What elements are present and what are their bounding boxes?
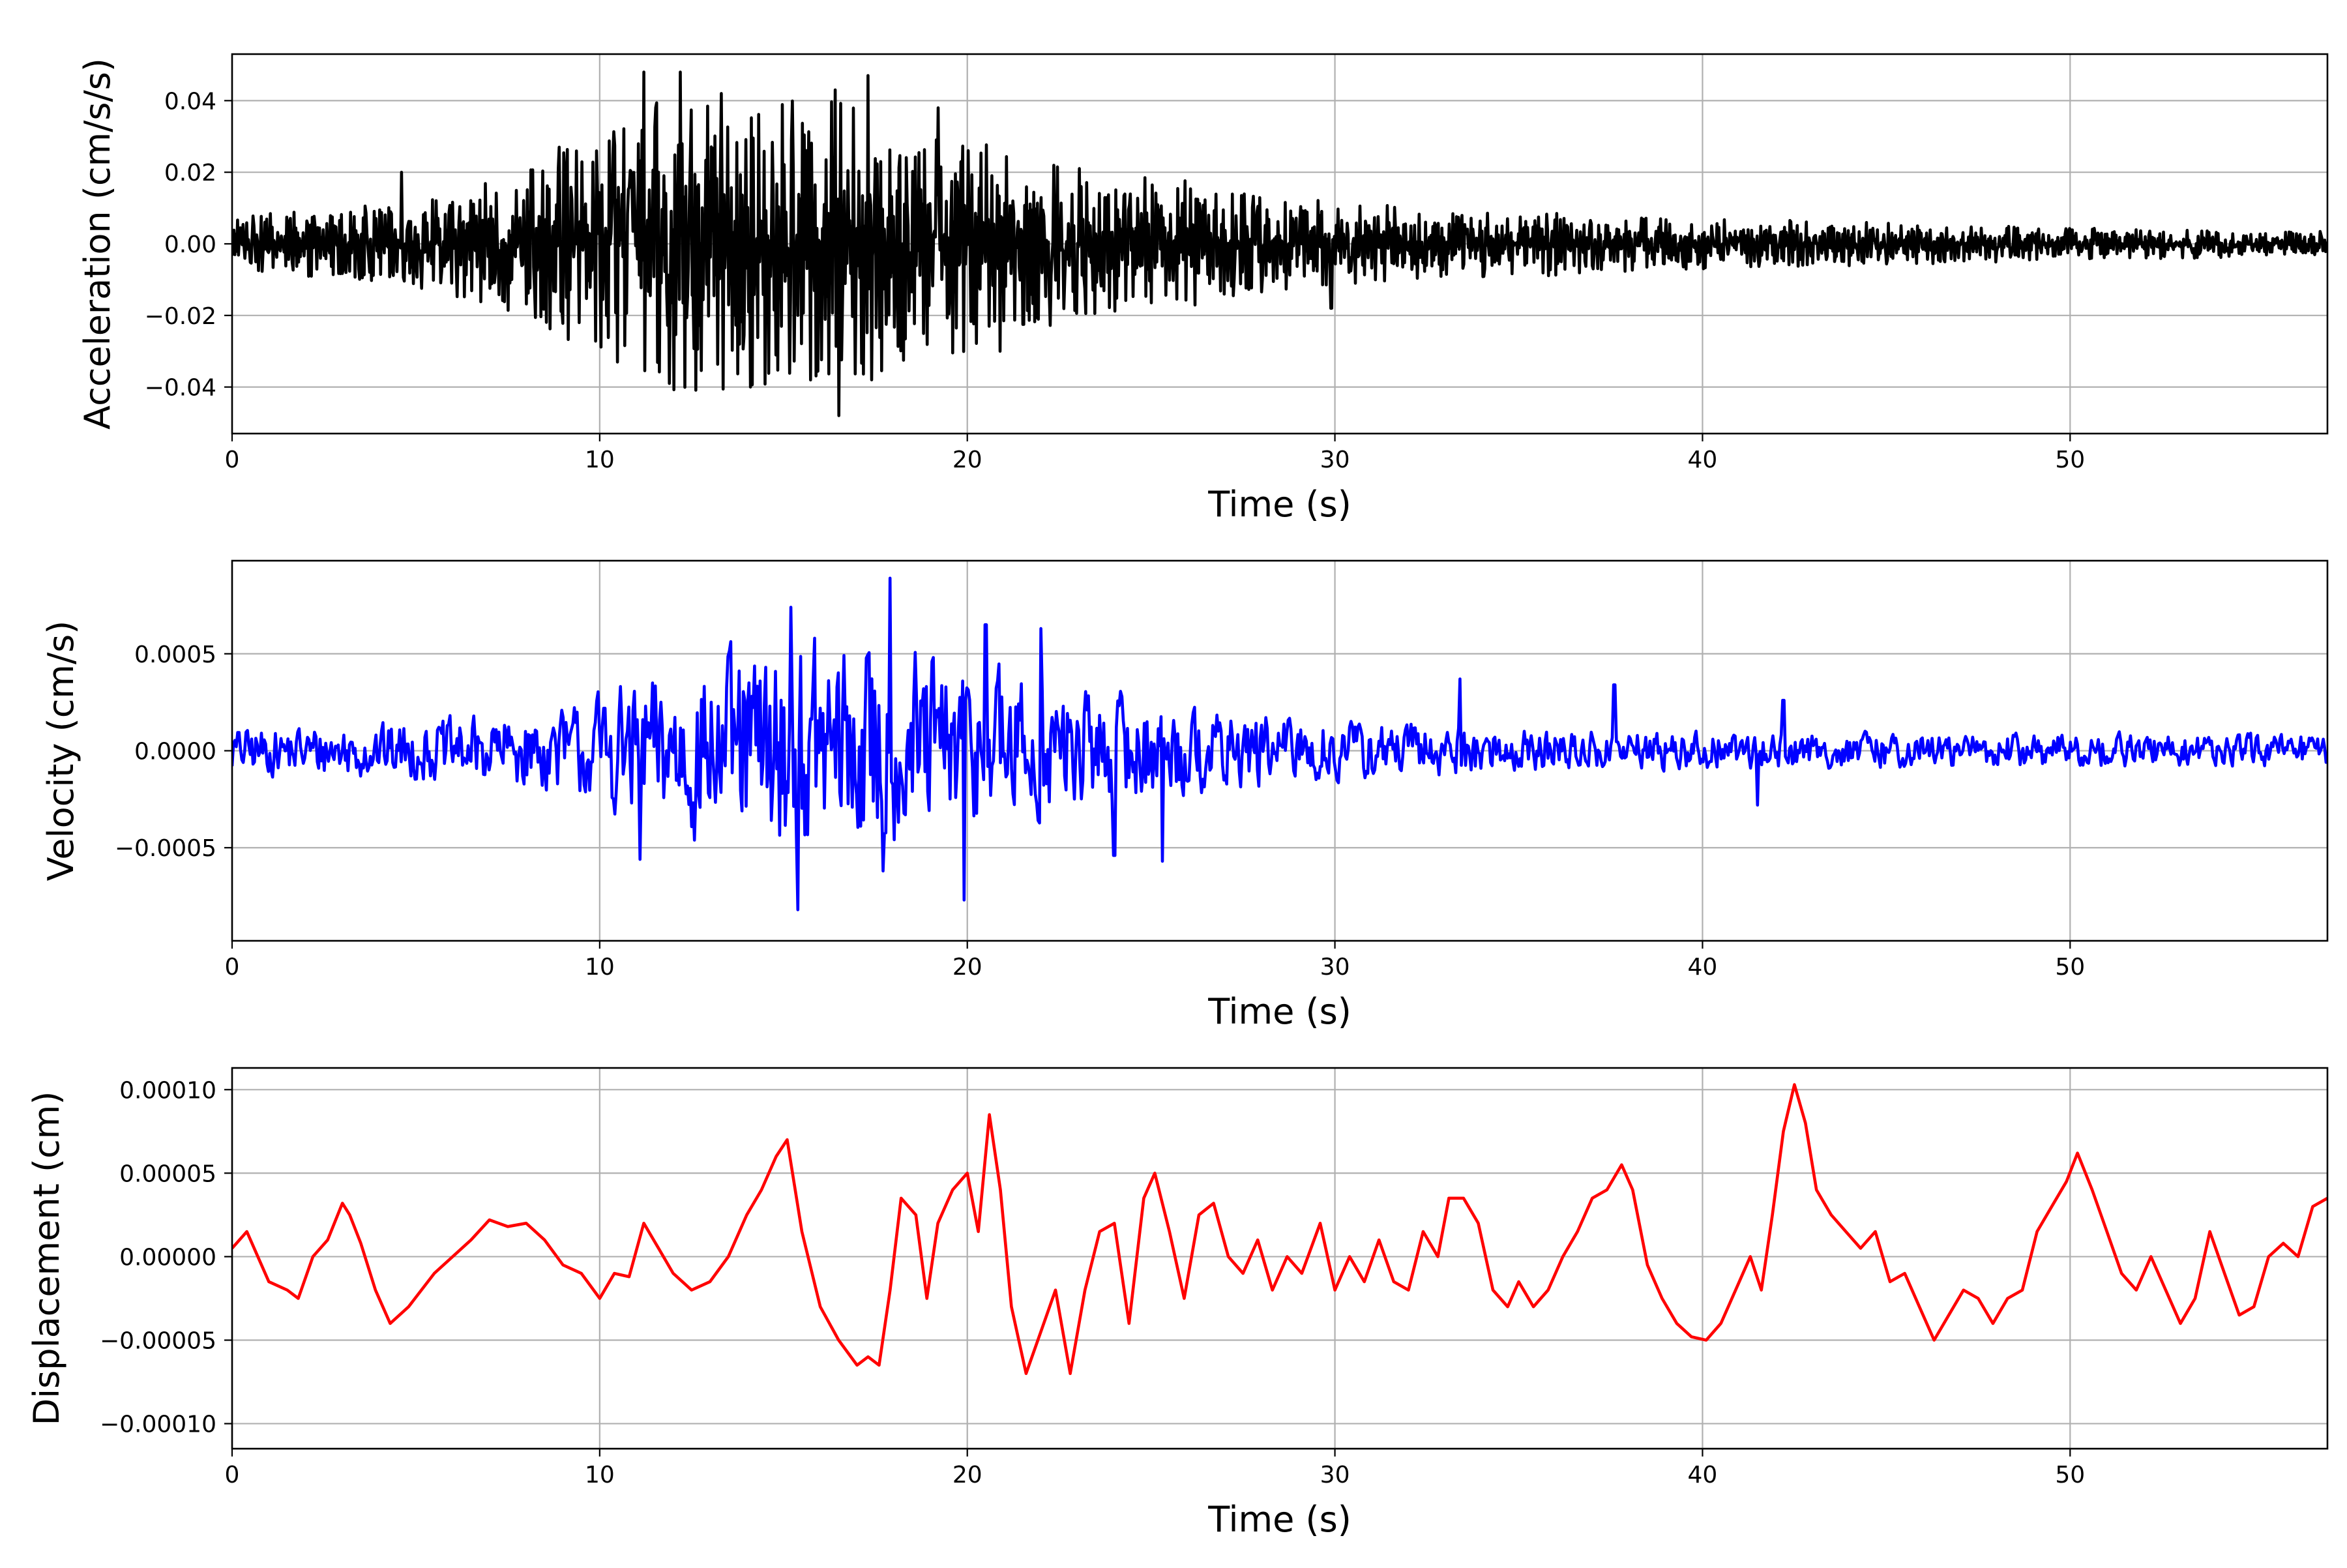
displacement-xtick-label-0: 0 bbox=[225, 1462, 240, 1488]
acceleration-ytick-label-4: 0.04 bbox=[164, 88, 216, 115]
acceleration-x-axis-title: Time (s) bbox=[1207, 484, 1351, 525]
displacement-xtick-label-1: 10 bbox=[585, 1462, 615, 1488]
displacement-ytick-label-0: −0.00010 bbox=[100, 1412, 216, 1438]
displacement-x-axis-title: Time (s) bbox=[1207, 1499, 1351, 1540]
velocity-ytick-label-1: 0.0000 bbox=[134, 739, 216, 765]
displacement-series-line bbox=[232, 1083, 2327, 1375]
displacement-axes-frame bbox=[231, 1067, 2329, 1450]
acceleration-ytick-label-2: 0.00 bbox=[164, 231, 216, 258]
displacement-xtick-label-5: 50 bbox=[2055, 1462, 2085, 1488]
velocity-x-axis-title: Time (s) bbox=[1207, 991, 1351, 1032]
velocity-panel: 0 10 20 30 40 50 −0.0005 0.0000 0.0005 Time (s) Ve… bbox=[40, 559, 2329, 1032]
displacement-ytick-label-1: −0.00005 bbox=[100, 1328, 216, 1355]
displacement-panel: 0 10 20 30 40 50 −0.00010 −0.00005 0.00000 0.0000… bbox=[26, 1067, 2329, 1540]
acceleration-xtick-label-0: 0 bbox=[225, 447, 240, 473]
displacement-ytick-label-3: 0.00005 bbox=[119, 1161, 216, 1187]
displacement-ytick-label-4: 0.00010 bbox=[119, 1077, 216, 1104]
displacement-y-axis-title: Displacement (cm) bbox=[26, 1091, 67, 1426]
velocity-series-line bbox=[232, 576, 2327, 911]
velocity-xtick-label-4: 40 bbox=[1688, 954, 1718, 981]
displacement-xtick-label-2: 20 bbox=[952, 1462, 982, 1488]
acceleration-series-line bbox=[232, 70, 2327, 417]
velocity-xtick-label-5: 50 bbox=[2055, 954, 2085, 981]
acceleration-xtick-label-1: 10 bbox=[585, 447, 615, 473]
acceleration-xtick-label-4: 40 bbox=[1688, 447, 1718, 473]
velocity-xtick-label-1: 10 bbox=[585, 954, 615, 981]
acceleration-xtick-label-3: 30 bbox=[1320, 447, 1350, 473]
acceleration-y-axis-title: Acceleration (cm/s/s) bbox=[77, 58, 118, 430]
velocity-ytick-label-0: −0.0005 bbox=[115, 835, 216, 862]
velocity-xtick-label-2: 20 bbox=[952, 954, 982, 981]
acceleration-xtick-label-2: 20 bbox=[952, 447, 982, 473]
acceleration-ytick-label-0: −0.04 bbox=[145, 375, 216, 402]
acceleration-xtick-label-5: 50 bbox=[2055, 447, 2085, 473]
acceleration-ytick-label-1: −0.02 bbox=[145, 303, 216, 330]
displacement-xtick-label-3: 30 bbox=[1320, 1462, 1350, 1488]
velocity-xtick-label-0: 0 bbox=[225, 954, 240, 981]
displacement-ytick-label-2: 0.00000 bbox=[119, 1244, 216, 1271]
displacement-xtick-label-4: 40 bbox=[1688, 1462, 1718, 1488]
acceleration-ytick-label-3: 0.02 bbox=[164, 160, 216, 186]
velocity-y-axis-title: Velocity (cm/s) bbox=[40, 621, 81, 881]
velocity-xtick-label-3: 30 bbox=[1320, 954, 1350, 981]
velocity-ytick-label-2: 0.0005 bbox=[134, 642, 216, 668]
acceleration-panel: 0 10 20 30 40 50 −0.04 −0.02 0.00 0.02 0.04 Time (s… bbox=[77, 53, 2329, 525]
